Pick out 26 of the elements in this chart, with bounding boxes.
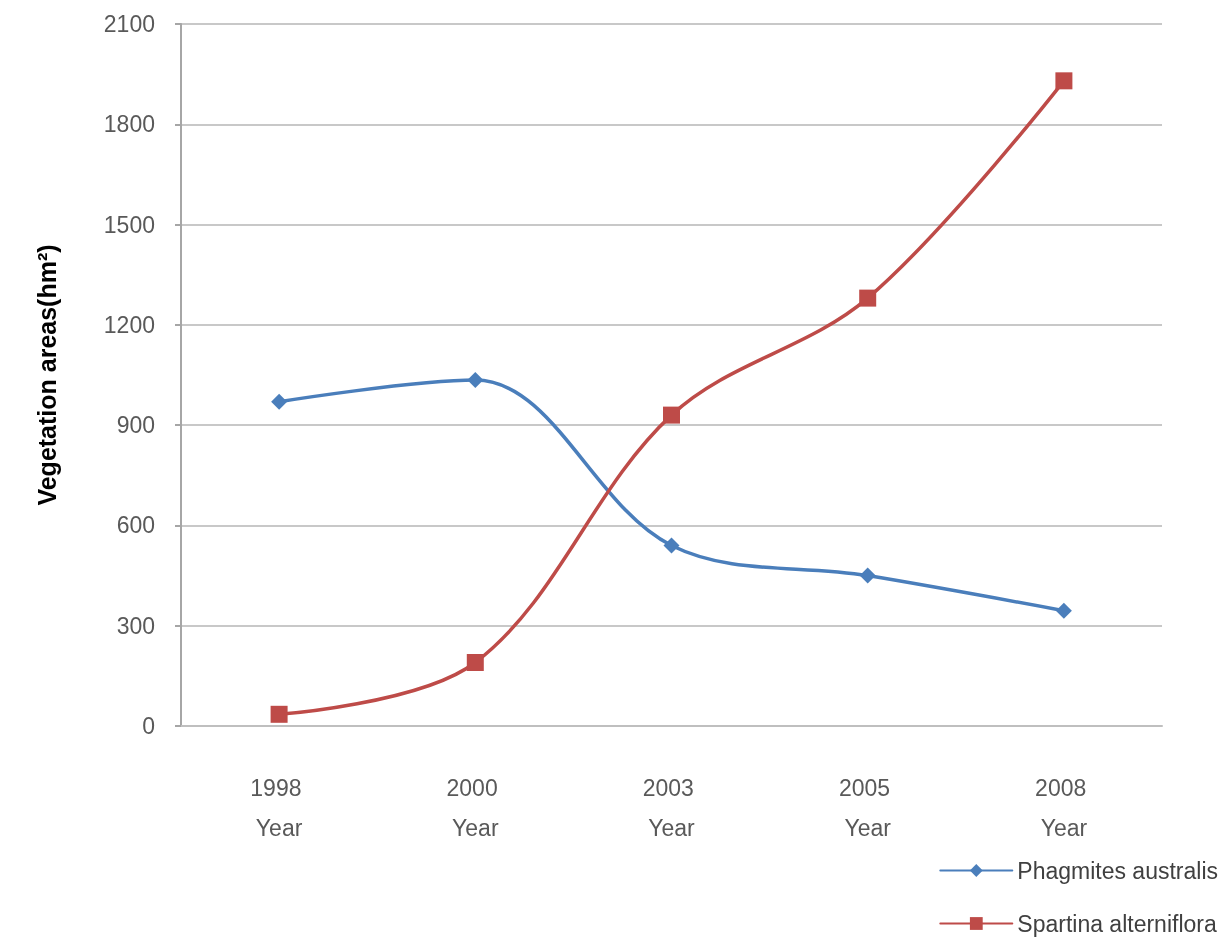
legend-label: Spartina alterniflora (1017, 910, 1217, 937)
y-tick-label: 1500 (103, 211, 155, 238)
point (270, 705, 288, 723)
point (271, 393, 288, 410)
x-tick-label: 2003 Year (642, 775, 701, 841)
y-tick-label: 1800 (103, 111, 155, 138)
x-tick-label: 2000 Year (446, 775, 505, 841)
y-tick-label: 600 (116, 512, 155, 539)
x-tick-label: 2005 Year (838, 775, 897, 841)
y-tick-label: 0 (142, 713, 155, 739)
legend-label: Phagmites australis (1017, 857, 1218, 884)
point (466, 653, 484, 671)
point (859, 567, 876, 584)
y-tick-label: 1200 (103, 311, 155, 338)
point (1055, 72, 1073, 90)
point (1055, 602, 1072, 619)
x-tick-label: 1998 Year (250, 775, 308, 841)
point (663, 406, 680, 424)
point (859, 289, 877, 307)
y-tick-label: 900 (116, 412, 155, 439)
x-tick-label: 2008 Year (1035, 775, 1093, 841)
y-tick-label: 2100 (103, 11, 155, 37)
y-axis-title: Vegetation areas(hm²) (32, 244, 61, 506)
y-tick-label: 300 (116, 612, 155, 639)
point (467, 372, 484, 389)
point (663, 537, 680, 554)
